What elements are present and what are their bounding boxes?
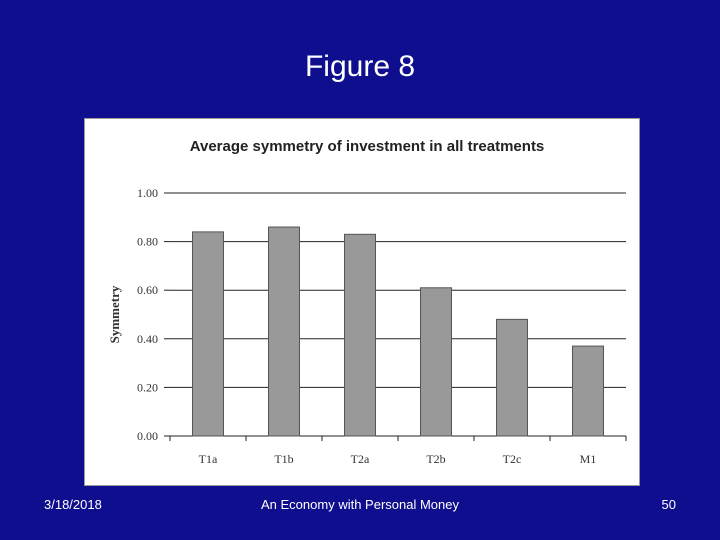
x-tick-label: T1a xyxy=(199,452,218,466)
bar-T2a xyxy=(344,233,376,437)
footer-page-number: 50 xyxy=(661,497,676,512)
y-tick-label: 0.60 xyxy=(137,283,158,297)
bar-T1b xyxy=(268,226,300,437)
y-tick-label: 0.20 xyxy=(137,380,158,394)
y-tick-label: 0.40 xyxy=(137,332,158,346)
y-axis-label: Symmetry xyxy=(107,285,122,343)
chart-frame: Average symmetry of investment in all tr… xyxy=(84,118,640,486)
bar-M1 xyxy=(572,345,604,437)
bar-T1a xyxy=(192,231,224,437)
y-tick-label: 0.00 xyxy=(137,429,158,443)
footer-date: 3/18/2018 xyxy=(44,497,102,512)
x-tick-label: T2a xyxy=(351,452,370,466)
y-tick-label: 1.00 xyxy=(137,186,158,200)
slide-title: Figure 8 xyxy=(304,50,416,83)
y-tick-label: 0.80 xyxy=(137,235,158,249)
x-tick-label: M1 xyxy=(580,452,597,466)
footer-presentation-title: An Economy with Personal Money xyxy=(261,497,459,512)
x-tick-label: T1b xyxy=(274,452,293,466)
bar-T2c xyxy=(496,318,528,437)
bar-chart: Average symmetry of investment in all tr… xyxy=(107,138,627,466)
x-tick-label: T2c xyxy=(503,452,522,466)
x-tick-label: T2b xyxy=(426,452,445,466)
bar-T2b xyxy=(420,287,452,437)
chart-title: Average symmetry of investment in all tr… xyxy=(190,138,545,155)
